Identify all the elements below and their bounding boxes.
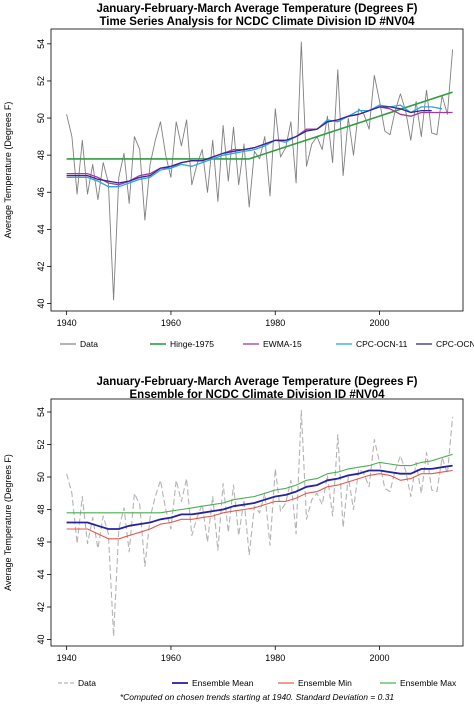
legend-label: Ensemble Mean (192, 678, 254, 688)
chart-panel-1: January-February-March Average Temperatu… (3, 3, 474, 349)
series-line-ensemble-mean (66, 464, 453, 530)
legend-label: CPC-OCN-11 (356, 339, 408, 349)
legend-label: Data (80, 339, 98, 349)
chart-subtitle: Time Series Analysis for NCDC Climate Di… (99, 16, 415, 28)
y-tick-label: 40 (36, 299, 46, 309)
plot-frame (50, 28, 464, 312)
legend-label: CPC-OCN-15 (436, 339, 474, 349)
y-tick-label: 48 (36, 504, 46, 514)
legend: Data Hinge-1975 EWMA-15 CPC-OCN-11 CPC-OCN-1… (60, 339, 474, 349)
series-group (66, 41, 454, 301)
y-tick-label: 42 (36, 602, 46, 612)
y-tick-label: 52 (36, 76, 46, 86)
x-tick-label: 2000 (370, 318, 390, 328)
series-line-ensemble-max (66, 453, 453, 514)
series-line-ensemble-min (66, 469, 453, 540)
y-axis-label: Average Temperature (Degrees F) (3, 454, 13, 591)
series-line-cpc-ocn-11 (66, 104, 443, 188)
chart-title: January-February-March Average Temperatu… (96, 3, 417, 15)
y-tick-label: 50 (36, 472, 46, 482)
series-line-cpc-ocn-15 (66, 106, 432, 184)
x-tick-label: 1940 (57, 318, 77, 328)
chart-panel-2: January-February-March Average Temperatu… (3, 376, 464, 702)
y-tick-label: 52 (36, 439, 46, 449)
legend-label: Ensemble Min (298, 678, 352, 688)
footnote: *Computed on chosen trends starting at 1… (120, 692, 395, 702)
x-tick-label: 1960 (161, 318, 181, 328)
chart-subtitle: Ensemble for NCDC Climate Division ID #N… (130, 389, 386, 401)
legend-label: EWMA-15 (263, 339, 302, 349)
series-line-data (66, 41, 454, 301)
x-tick-label: 1980 (265, 318, 285, 328)
y-tick-label: 46 (36, 187, 46, 197)
x-tick-label: 2000 (370, 653, 390, 663)
series-line-data (66, 409, 454, 637)
y-tick-label: 54 (36, 407, 46, 417)
x-tick-label: 1940 (57, 653, 77, 663)
x-tick-label: 1960 (161, 653, 181, 663)
legend-label: Ensemble Max (400, 678, 457, 688)
series-line-hinge-1975 (66, 91, 453, 160)
y-axis-label: Average Temperature (Degrees F) (3, 102, 13, 239)
y-tick-label: 42 (36, 261, 46, 271)
y-tick-label: 44 (36, 224, 46, 234)
y-tick-label: 50 (36, 113, 46, 123)
y-tick-label: 44 (36, 569, 46, 579)
series-group (66, 409, 454, 637)
legend-label: Data (78, 678, 96, 688)
y-tick-label: 48 (36, 150, 46, 160)
legend: Data Ensemble Mean Ensemble Min Ensemble Ma… (58, 678, 457, 688)
y-tick-label: 40 (36, 634, 46, 644)
plot-frame (50, 398, 464, 647)
chart-title: January-February-March Average Temperatu… (96, 376, 417, 388)
x-tick-label: 1980 (265, 653, 285, 663)
y-tick-label: 46 (36, 537, 46, 547)
y-tick-label: 54 (36, 39, 46, 49)
legend-label: Hinge-1975 (170, 339, 214, 349)
